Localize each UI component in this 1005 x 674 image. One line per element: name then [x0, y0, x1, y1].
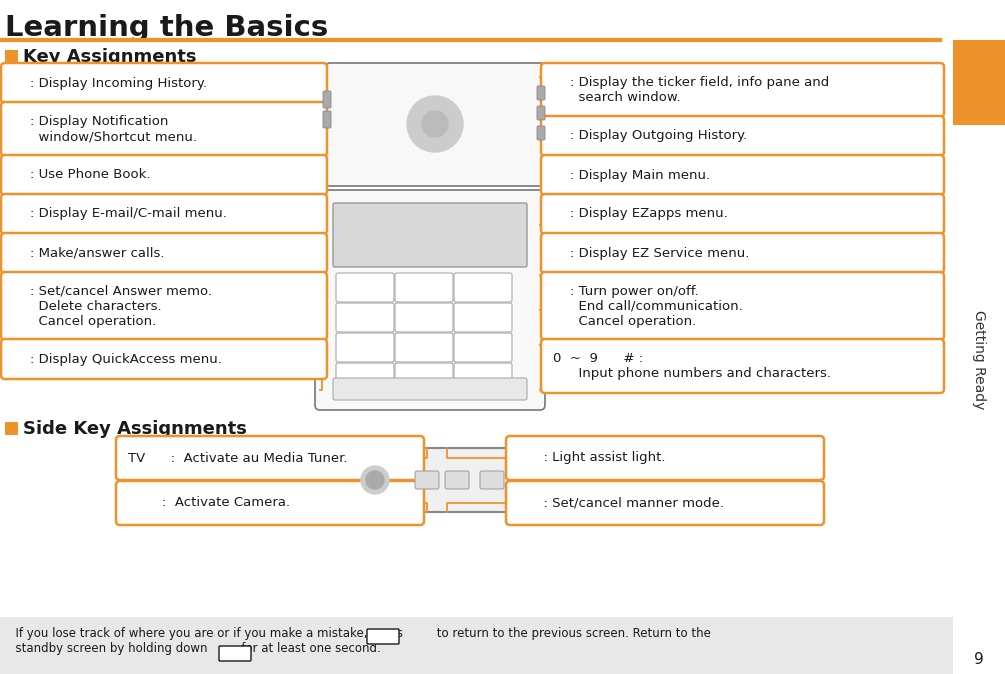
- FancyBboxPatch shape: [454, 303, 512, 332]
- FancyBboxPatch shape: [336, 303, 394, 332]
- Text: Side Key Assignments: Side Key Assignments: [23, 420, 247, 438]
- FancyBboxPatch shape: [395, 273, 453, 302]
- FancyBboxPatch shape: [352, 448, 523, 512]
- Text: : Display the ticker field, info pane and
      search window.: : Display the ticker field, info pane an…: [553, 76, 829, 104]
- FancyBboxPatch shape: [116, 436, 424, 480]
- FancyBboxPatch shape: [395, 363, 453, 392]
- Text: : Display Incoming History.: : Display Incoming History.: [13, 77, 207, 90]
- Text: 0  ~  9      # :
      Input phone numbers and characters.: 0 ~ 9 # : Input phone numbers and charac…: [553, 352, 831, 380]
- FancyBboxPatch shape: [116, 481, 424, 525]
- Text: Key Assignments: Key Assignments: [23, 48, 197, 66]
- FancyBboxPatch shape: [541, 155, 944, 195]
- FancyBboxPatch shape: [537, 86, 545, 100]
- FancyBboxPatch shape: [1, 233, 327, 273]
- FancyBboxPatch shape: [5, 422, 18, 435]
- FancyBboxPatch shape: [395, 303, 453, 332]
- FancyBboxPatch shape: [336, 363, 394, 392]
- FancyBboxPatch shape: [333, 203, 527, 267]
- FancyBboxPatch shape: [1, 155, 327, 195]
- FancyBboxPatch shape: [323, 111, 331, 128]
- FancyBboxPatch shape: [1, 194, 327, 234]
- Text: : Use Phone Book.: : Use Phone Book.: [13, 168, 151, 181]
- FancyBboxPatch shape: [541, 233, 944, 273]
- Text: : Display E-mail/C-mail menu.: : Display E-mail/C-mail menu.: [13, 208, 227, 220]
- FancyBboxPatch shape: [333, 378, 527, 400]
- FancyBboxPatch shape: [454, 363, 512, 392]
- Text: : Make/answer calls.: : Make/answer calls.: [13, 247, 165, 259]
- Text: : Display Notification
      window/Shortcut menu.: : Display Notification window/Shortcut m…: [13, 115, 197, 143]
- Text: If you lose track of where you are or if you make a mistake, press         to re: If you lose track of where you are or if…: [8, 627, 711, 655]
- FancyBboxPatch shape: [454, 273, 512, 302]
- Text: : Display EZ Service menu.: : Display EZ Service menu.: [553, 247, 750, 259]
- FancyBboxPatch shape: [953, 125, 1005, 674]
- FancyBboxPatch shape: [219, 646, 251, 661]
- FancyBboxPatch shape: [953, 40, 1005, 125]
- Text: : Turn power on/off.
      End call/communication.
      Cancel operation.: : Turn power on/off. End call/communicat…: [553, 284, 743, 328]
- Circle shape: [361, 466, 389, 494]
- Text: 9: 9: [974, 652, 984, 667]
- Text: : Display QuickAccess menu.: : Display QuickAccess menu.: [13, 353, 222, 365]
- FancyBboxPatch shape: [541, 63, 944, 117]
- FancyBboxPatch shape: [336, 333, 394, 362]
- Text: : Display EZapps menu.: : Display EZapps menu.: [553, 208, 728, 220]
- FancyBboxPatch shape: [367, 629, 399, 644]
- Text: TV      :  Activate au Media Tuner.: TV : Activate au Media Tuner.: [128, 452, 348, 464]
- FancyBboxPatch shape: [454, 333, 512, 362]
- FancyBboxPatch shape: [537, 126, 545, 140]
- FancyBboxPatch shape: [541, 116, 944, 156]
- FancyBboxPatch shape: [415, 471, 439, 489]
- FancyBboxPatch shape: [1, 63, 327, 103]
- Circle shape: [407, 96, 463, 152]
- Circle shape: [422, 111, 448, 137]
- FancyBboxPatch shape: [506, 481, 824, 525]
- Text: : Display Outgoing History.: : Display Outgoing History.: [553, 129, 748, 142]
- FancyBboxPatch shape: [323, 91, 331, 108]
- FancyBboxPatch shape: [1, 339, 327, 379]
- Text: : Set/cancel Answer memo.
      Delete characters.
      Cancel operation.: : Set/cancel Answer memo. Delete charact…: [13, 284, 212, 328]
- FancyBboxPatch shape: [326, 63, 544, 186]
- Text: Getting Ready: Getting Ready: [972, 310, 986, 410]
- FancyBboxPatch shape: [537, 106, 545, 120]
- FancyBboxPatch shape: [1, 102, 327, 156]
- FancyBboxPatch shape: [1, 272, 327, 340]
- FancyBboxPatch shape: [0, 617, 953, 674]
- FancyBboxPatch shape: [315, 190, 545, 410]
- FancyBboxPatch shape: [506, 436, 824, 480]
- Text: Learning the Basics: Learning the Basics: [5, 14, 329, 42]
- FancyBboxPatch shape: [480, 471, 504, 489]
- FancyBboxPatch shape: [541, 194, 944, 234]
- FancyBboxPatch shape: [445, 471, 469, 489]
- Circle shape: [366, 471, 384, 489]
- FancyBboxPatch shape: [541, 272, 944, 340]
- FancyBboxPatch shape: [541, 339, 944, 393]
- Text: : Set/cancel manner mode.: : Set/cancel manner mode.: [518, 497, 724, 510]
- Text: :  Activate Camera.: : Activate Camera.: [128, 497, 290, 510]
- Text: : Display Main menu.: : Display Main menu.: [553, 168, 711, 181]
- FancyBboxPatch shape: [336, 273, 394, 302]
- FancyBboxPatch shape: [5, 50, 18, 63]
- FancyBboxPatch shape: [395, 333, 453, 362]
- Text: : Light assist light.: : Light assist light.: [518, 452, 665, 464]
